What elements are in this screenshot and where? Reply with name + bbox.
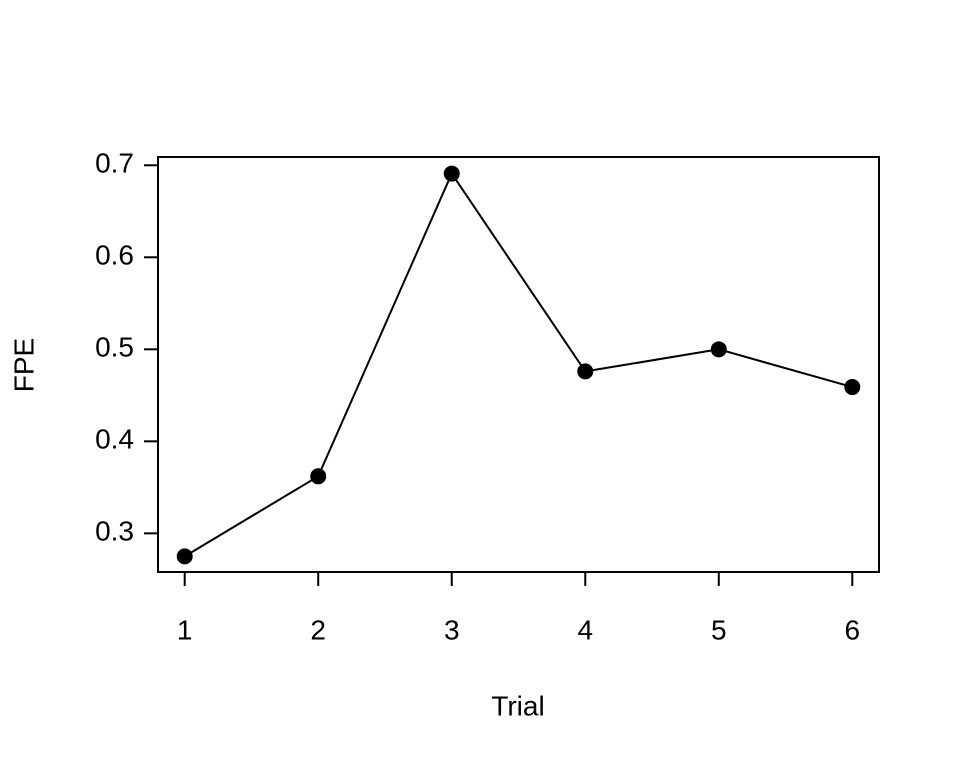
x-tick-label: 4 bbox=[577, 614, 593, 645]
y-axis-label: FPE bbox=[8, 338, 39, 392]
point bbox=[577, 363, 594, 380]
y-tick-label: 0.6 bbox=[95, 240, 134, 271]
x-tick-label: 3 bbox=[444, 614, 460, 645]
x-axis-label: Trial bbox=[491, 690, 544, 721]
line bbox=[184, 171, 853, 558]
point bbox=[710, 341, 727, 358]
x-tick-label: 6 bbox=[845, 614, 861, 645]
y-tick-label: 0.3 bbox=[95, 516, 134, 547]
x-tick-label: 2 bbox=[310, 614, 326, 645]
y-tick-label: 0.4 bbox=[95, 424, 134, 455]
x-tick-label: 5 bbox=[711, 614, 727, 645]
point bbox=[844, 379, 861, 396]
point bbox=[176, 548, 193, 565]
point bbox=[310, 468, 327, 485]
x-tick-label: 1 bbox=[177, 614, 193, 645]
y-tick-label: 0.5 bbox=[95, 332, 134, 363]
y-tick-label: 0.7 bbox=[95, 148, 134, 179]
point bbox=[443, 165, 460, 182]
